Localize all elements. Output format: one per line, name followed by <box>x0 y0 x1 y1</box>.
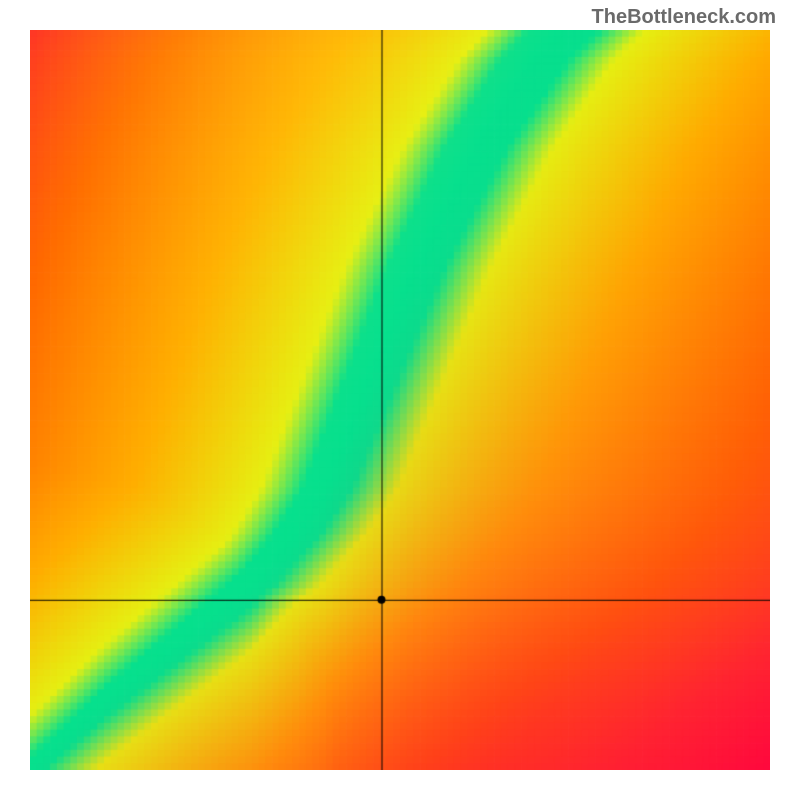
watermark-text: TheBottleneck.com <box>592 6 776 29</box>
heatmap-chart <box>30 30 770 770</box>
heatmap-canvas <box>30 30 770 770</box>
